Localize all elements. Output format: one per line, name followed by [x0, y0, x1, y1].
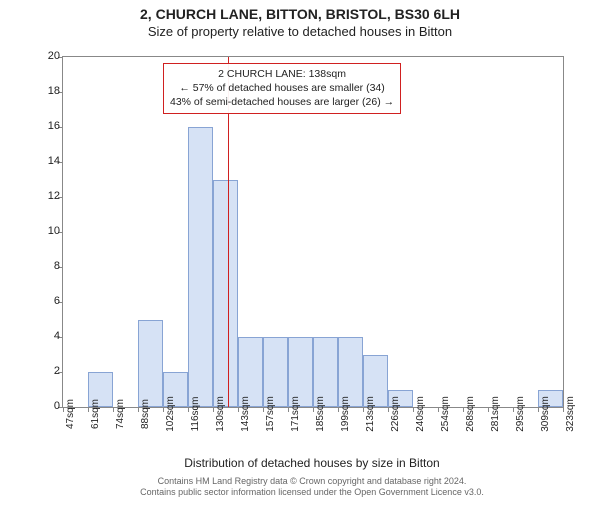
annotation-line: 2 CHURCH LANE: 138sqm	[170, 67, 394, 81]
x-tick-label: 185sqm	[315, 396, 326, 432]
x-tick-label: 116sqm	[190, 397, 201, 432]
y-tick-label: 12	[30, 190, 60, 202]
x-tick-mark	[238, 407, 239, 412]
x-tick-mark	[538, 407, 539, 412]
x-tick-mark	[163, 407, 164, 412]
x-tick-label: 254sqm	[440, 396, 451, 432]
x-tick-label: 268sqm	[465, 396, 476, 432]
x-tick-label: 74sqm	[115, 399, 126, 429]
y-tick-label: 6	[30, 295, 60, 307]
annotation-box: 2 CHURCH LANE: 138sqm← 57% of detached h…	[163, 63, 401, 114]
x-tick-mark	[188, 407, 189, 412]
x-tick-label: 171sqm	[290, 396, 301, 432]
x-tick-label: 157sqm	[265, 396, 276, 432]
y-tick-label: 0	[30, 400, 60, 412]
x-tick-label: 88sqm	[140, 399, 151, 429]
x-tick-label: 281sqm	[490, 396, 501, 432]
histogram-bar	[188, 127, 213, 407]
x-tick-label: 47sqm	[65, 399, 76, 429]
chart-subtitle: Size of property relative to detached ho…	[0, 24, 600, 39]
x-tick-label: 226sqm	[390, 396, 401, 432]
chart-container: 2, CHURCH LANE, BITTON, BRISTOL, BS30 6L…	[0, 6, 600, 506]
y-tick-label: 10	[30, 225, 60, 237]
annotation-line: ← 57% of detached houses are smaller (34…	[170, 81, 394, 95]
x-tick-mark	[313, 407, 314, 412]
footer-line-2: Contains public sector information licen…	[62, 487, 562, 498]
x-tick-mark	[213, 407, 214, 412]
chart-plot-area: 2 CHURCH LANE: 138sqm← 57% of detached h…	[62, 56, 564, 408]
x-tick-label: 61sqm	[90, 399, 101, 429]
x-tick-label: 295sqm	[515, 396, 526, 432]
y-tick-label: 14	[30, 155, 60, 167]
x-tick-label: 102sqm	[165, 396, 176, 432]
chart-title: 2, CHURCH LANE, BITTON, BRISTOL, BS30 6L…	[0, 6, 600, 22]
x-tick-label: 213sqm	[365, 396, 376, 432]
x-axis-label: Distribution of detached houses by size …	[62, 456, 562, 470]
x-tick-mark	[88, 407, 89, 412]
x-tick-mark	[413, 407, 414, 412]
y-tick-label: 18	[30, 85, 60, 97]
x-tick-mark	[388, 407, 389, 412]
x-tick-mark	[338, 407, 339, 412]
x-tick-mark	[488, 407, 489, 412]
x-tick-mark	[63, 407, 64, 412]
histogram-bar	[138, 320, 163, 408]
y-tick-label: 2	[30, 365, 60, 377]
y-tick-label: 8	[30, 260, 60, 272]
x-tick-mark	[463, 407, 464, 412]
y-tick-label: 16	[30, 120, 60, 132]
x-tick-mark	[113, 407, 114, 412]
x-tick-label: 130sqm	[215, 396, 226, 432]
x-tick-mark	[263, 407, 264, 412]
x-tick-label: 240sqm	[415, 396, 426, 432]
x-tick-mark	[438, 407, 439, 412]
x-tick-label: 143sqm	[240, 396, 251, 432]
x-tick-mark	[563, 407, 564, 412]
x-tick-label: 309sqm	[540, 396, 551, 432]
annotation-line: 43% of semi-detached houses are larger (…	[170, 95, 394, 109]
x-tick-label: 323sqm	[565, 396, 576, 432]
y-tick-label: 4	[30, 330, 60, 342]
x-tick-mark	[513, 407, 514, 412]
x-tick-mark	[363, 407, 364, 412]
histogram-bar	[213, 180, 238, 408]
footer-line-1: Contains HM Land Registry data © Crown c…	[62, 476, 562, 487]
x-tick-mark	[138, 407, 139, 412]
x-tick-mark	[288, 407, 289, 412]
x-tick-label: 199sqm	[340, 396, 351, 432]
y-tick-label: 20	[30, 50, 60, 62]
chart-footer: Contains HM Land Registry data © Crown c…	[62, 476, 562, 498]
